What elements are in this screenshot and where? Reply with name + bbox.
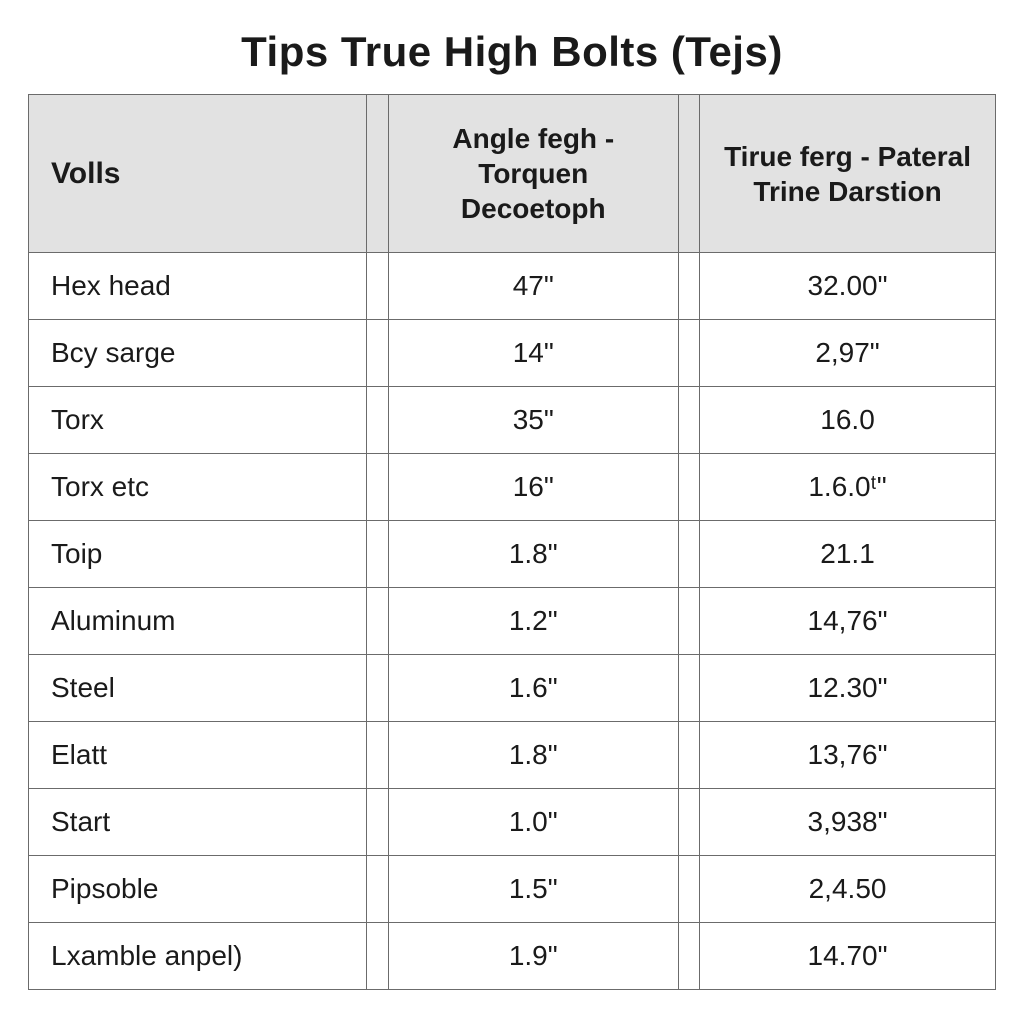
- cell-label: Lxamble anpel): [29, 923, 367, 990]
- cell-angle: 1.5": [388, 856, 678, 923]
- cell-angle: 1.8": [388, 722, 678, 789]
- cell-label: Hex head: [29, 253, 367, 320]
- cell-gap: [367, 789, 388, 856]
- cell-gap: [678, 655, 699, 722]
- cell-gap: [678, 521, 699, 588]
- cell-gap: [678, 387, 699, 454]
- table-row: Bcy sarge 14" 2,97": [29, 320, 996, 387]
- table-row: Aluminum 1.2" 14,76": [29, 588, 996, 655]
- cell-label: Pipsoble: [29, 856, 367, 923]
- cell-gap: [678, 588, 699, 655]
- cell-gap: [678, 320, 699, 387]
- cell-trine: 14,76": [700, 588, 996, 655]
- cell-gap: [367, 387, 388, 454]
- cell-trine: 3,938": [700, 789, 996, 856]
- cell-angle: 35": [388, 387, 678, 454]
- cell-gap: [367, 253, 388, 320]
- cell-gap: [678, 789, 699, 856]
- col-header-volls: Volls: [29, 95, 367, 253]
- cell-gap: [678, 923, 699, 990]
- cell-gap: [367, 722, 388, 789]
- table-row: Start 1.0" 3,938": [29, 789, 996, 856]
- table-header-row: Volls Angle fegh - Torquen Decoetoph Tir…: [29, 95, 996, 253]
- cell-gap: [367, 923, 388, 990]
- table-row: Pipsoble 1.5" 2,4.50: [29, 856, 996, 923]
- cell-label: Torx: [29, 387, 367, 454]
- cell-gap: [367, 588, 388, 655]
- cell-label: Aluminum: [29, 588, 367, 655]
- cell-label: Toip: [29, 521, 367, 588]
- cell-angle: 47": [388, 253, 678, 320]
- cell-trine: 21.1: [700, 521, 996, 588]
- col-header-gap2: [678, 95, 699, 253]
- table-row: Torx 35" 16.0: [29, 387, 996, 454]
- cell-gap: [367, 320, 388, 387]
- cell-gap: [367, 454, 388, 521]
- cell-label: Elatt: [29, 722, 367, 789]
- table-row: Hex head 47" 32.00": [29, 253, 996, 320]
- cell-trine: 2,97": [700, 320, 996, 387]
- cell-label: Torx etc: [29, 454, 367, 521]
- cell-angle: 1.9": [388, 923, 678, 990]
- cell-trine: 2,4.50: [700, 856, 996, 923]
- cell-trine: 32.00": [700, 253, 996, 320]
- col-header-angle: Angle fegh - Torquen Decoetoph: [388, 95, 678, 253]
- table-body: Hex head 47" 32.00" Bcy sarge 14" 2,97" Torx 35…: [29, 253, 996, 990]
- cell-angle: 1.2": [388, 588, 678, 655]
- cell-gap: [367, 856, 388, 923]
- cell-trine: 12.30": [700, 655, 996, 722]
- cell-gap: [678, 454, 699, 521]
- cell-trine: 16.0: [700, 387, 996, 454]
- bolts-table: Volls Angle fegh - Torquen Decoetoph Tir…: [28, 94, 996, 990]
- table-row: Torx etc 16" 1.6.0ᵗ": [29, 454, 996, 521]
- cell-label: Steel: [29, 655, 367, 722]
- table-row: Steel 1.6" 12.30": [29, 655, 996, 722]
- table-row: Toip 1.8" 21.1: [29, 521, 996, 588]
- cell-angle: 1.8": [388, 521, 678, 588]
- cell-gap: [367, 655, 388, 722]
- cell-gap: [367, 521, 388, 588]
- cell-angle: 1.0": [388, 789, 678, 856]
- cell-angle: 16": [388, 454, 678, 521]
- cell-trine: 14.70": [700, 923, 996, 990]
- cell-trine: 1.6.0ᵗ": [700, 454, 996, 521]
- page-title: Tips True High Bolts (Tejs): [28, 28, 996, 76]
- cell-gap: [678, 253, 699, 320]
- cell-label: Start: [29, 789, 367, 856]
- cell-angle: 1.6": [388, 655, 678, 722]
- cell-trine: 13,76": [700, 722, 996, 789]
- cell-label: Bcy sarge: [29, 320, 367, 387]
- col-header-trine: Tirue ferg - Pateral Trine Darstion: [700, 95, 996, 253]
- table-row: Elatt 1.8" 13,76": [29, 722, 996, 789]
- cell-gap: [678, 722, 699, 789]
- col-header-gap1: [367, 95, 388, 253]
- cell-angle: 14": [388, 320, 678, 387]
- cell-gap: [678, 856, 699, 923]
- table-row: Lxamble anpel) 1.9" 14.70": [29, 923, 996, 990]
